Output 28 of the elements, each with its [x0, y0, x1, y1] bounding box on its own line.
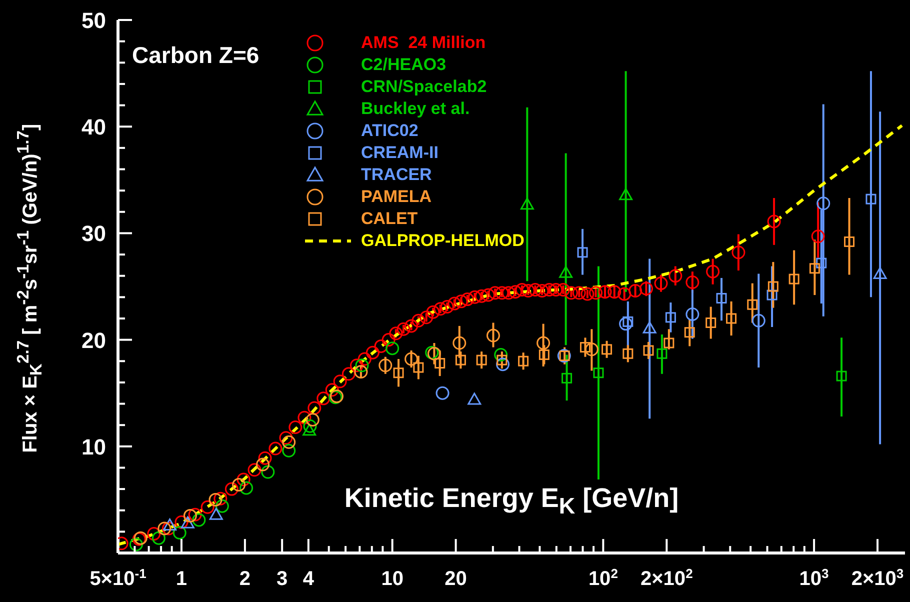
legend-label: C2/HEAO3 — [361, 55, 446, 75]
y-tick-label: 20 — [82, 328, 106, 353]
x-tick-label: 2×10$^{3}$ — [851, 566, 904, 590]
annotation: Carbon Z=6 — [132, 42, 260, 69]
x-axis-title: Kinetic Energy E$_{K}$ [GeV/n] — [343, 483, 680, 520]
x-tick-label: 4 — [302, 568, 315, 590]
legend-label: ATIC02 — [361, 121, 418, 141]
x-tick-label: 2 — [239, 568, 251, 590]
legend-label: TRACER — [361, 165, 432, 185]
legend-label: Buckley et al. — [361, 99, 470, 119]
legend-label: CRN/Spacelab2 — [361, 77, 487, 97]
x-tick-label: 2×10$^{2}$ — [640, 566, 693, 590]
x-tick-label: 5×10$^{-1}$ — [90, 566, 146, 590]
legend-label: CREAM-II — [361, 143, 438, 163]
y-tick-label: 30 — [82, 221, 106, 246]
y-tick-label: 50 — [82, 8, 106, 33]
x-tick-label: 1 — [176, 568, 188, 590]
x-tick-label: 10$^{3}$ — [799, 566, 829, 590]
x-tick-label: 20 — [444, 568, 467, 590]
legend-label: PAMELA — [361, 187, 432, 207]
legend-label: AMS 24 Million — [361, 33, 486, 53]
legend-label: GALPROP-HELMOD — [361, 231, 524, 251]
x-tick-label: 3 — [276, 568, 288, 590]
x-tick-label: 10$^{2}$ — [588, 566, 618, 590]
y-tick-label: 10 — [82, 434, 106, 460]
y-tick-label: 40 — [82, 114, 106, 140]
x-tick-label: 10 — [381, 568, 404, 590]
legend-label: CALET — [361, 209, 418, 229]
